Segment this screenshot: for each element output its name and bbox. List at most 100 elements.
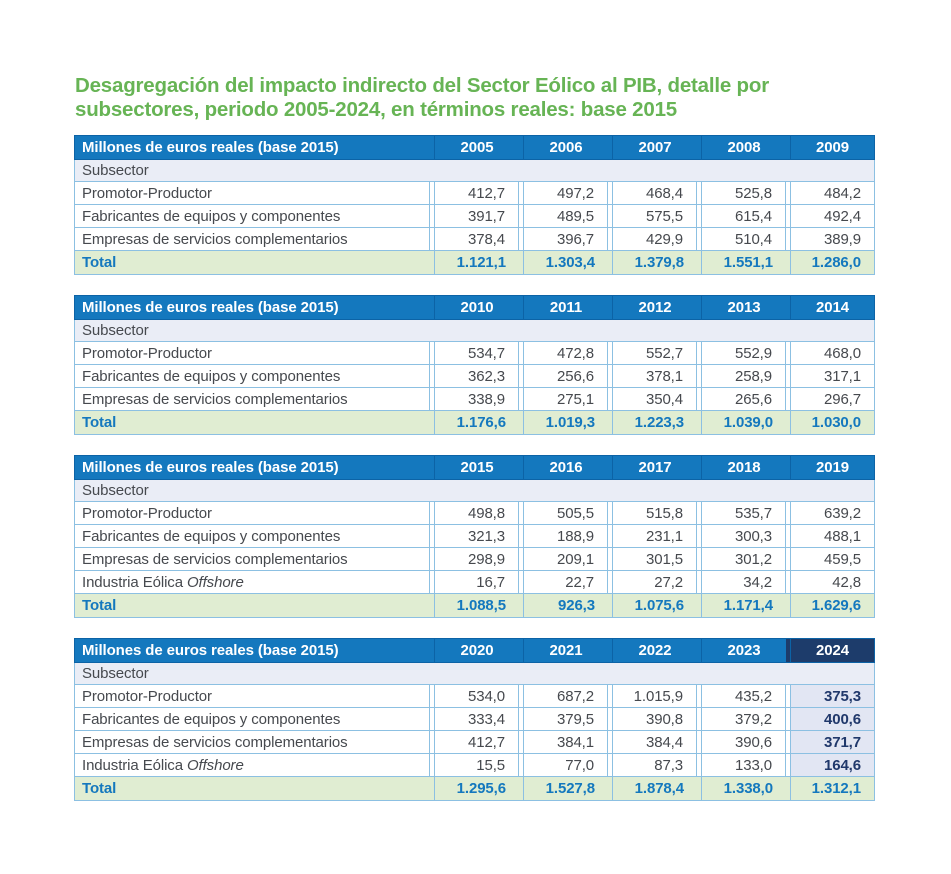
column-gap (697, 182, 701, 205)
column-gap (430, 205, 434, 228)
table-row: Fabricantes de equipos y componentes 321,… (74, 525, 875, 548)
value-cell: 489,5 (523, 205, 608, 228)
page-title: Desagregación del impacto indirecto del … (75, 74, 769, 121)
total-gap (519, 251, 523, 275)
column-gap (786, 708, 790, 731)
value-cell: 468,4 (612, 182, 697, 205)
column-gap (430, 228, 434, 251)
header-gap (786, 135, 790, 160)
value-cell: 15,5 (434, 754, 519, 777)
row-label: Empresas de servicios complementarios (74, 228, 430, 251)
header-gap (519, 135, 523, 160)
value-cell: 468,0 (790, 342, 875, 365)
column-gap (697, 708, 701, 731)
column-gap (697, 548, 701, 571)
row-label: Fabricantes de equipos y componentes (74, 205, 430, 228)
row-label: Empresas de servicios complementarios (74, 388, 430, 411)
value-cell: 300,3 (701, 525, 786, 548)
total-gap (786, 411, 790, 435)
row-label: Empresas de servicios complementarios (74, 548, 430, 571)
column-gap (519, 685, 523, 708)
column-gap (786, 548, 790, 571)
total-value-cell: 1.527,8 (523, 777, 608, 801)
year-header-2010: 2010 (434, 295, 519, 320)
value-cell: 265,6 (701, 388, 786, 411)
column-gap (786, 182, 790, 205)
total-gap (430, 251, 434, 275)
table-row: Industria Eólica Offshore 15,5 77,0 87,3 133,… (74, 754, 875, 777)
column-gap (519, 365, 523, 388)
value-cell: 575,5 (612, 205, 697, 228)
value-cell: 87,3 (612, 754, 697, 777)
total-value-cell: 1.379,8 (612, 251, 697, 275)
column-gap (519, 205, 523, 228)
column-gap (786, 754, 790, 777)
year-header-2017: 2017 (612, 455, 697, 480)
header-gap (697, 455, 701, 480)
total-row: Total 1.088,5 926,3 1.075,6 1.171,4 1.629,6 (74, 594, 875, 618)
total-gap (697, 594, 701, 618)
column-gap (430, 548, 434, 571)
subsector-row: Subsector (74, 480, 875, 502)
value-cell: 534,7 (434, 342, 519, 365)
value-cell: 435,2 (701, 685, 786, 708)
total-gap (430, 777, 434, 801)
total-value-cell: 1.629,6 (790, 594, 875, 618)
total-value-cell: 1.312,1 (790, 777, 875, 801)
value-cell: 391,7 (434, 205, 519, 228)
value-cell: 301,5 (612, 548, 697, 571)
year-header-2022: 2022 (612, 638, 697, 663)
column-gap (786, 365, 790, 388)
column-gap (430, 342, 434, 365)
column-gap (697, 685, 701, 708)
total-value-cell: 1.303,4 (523, 251, 608, 275)
year-header-2015: 2015 (434, 455, 519, 480)
header-gap (786, 638, 790, 663)
header-gap (430, 638, 434, 663)
column-gap (697, 342, 701, 365)
value-cell: 497,2 (523, 182, 608, 205)
table-row: Fabricantes de equipos y componentes 362,… (74, 365, 875, 388)
header-gap (697, 638, 701, 663)
subsector-row: Subsector (74, 320, 875, 342)
table-header-row: Millones de euros reales (base 2015) 2005… (74, 135, 875, 160)
table-row: Promotor-Productor 412,7 497,2 468,4 525,8 48… (74, 182, 875, 205)
column-gap (430, 388, 434, 411)
column-gap (697, 754, 701, 777)
value-cell: 552,9 (701, 342, 786, 365)
column-gap (519, 342, 523, 365)
header-gap (430, 295, 434, 320)
total-gap (519, 411, 523, 435)
column-gap (519, 388, 523, 411)
header-gap (697, 135, 701, 160)
value-cell: 615,4 (701, 205, 786, 228)
table-2020-2024: Millones de euros reales (base 2015) 2020… (74, 638, 875, 801)
value-cell: 378,1 (612, 365, 697, 388)
header-gap (608, 295, 612, 320)
table-header-row: Millones de euros reales (base 2015) 2010… (74, 295, 875, 320)
column-gap (608, 708, 612, 731)
total-gap (608, 777, 612, 801)
column-gap (697, 388, 701, 411)
column-gap (519, 525, 523, 548)
column-gap (608, 342, 612, 365)
value-cell: 552,7 (612, 342, 697, 365)
tables-container: Millones de euros reales (base 2015) 2005… (74, 135, 875, 801)
value-cell: 498,8 (434, 502, 519, 525)
table-row: Empresas de servicios complementarios 338… (74, 388, 875, 411)
header-gap (519, 638, 523, 663)
total-value-cell: 1.878,4 (612, 777, 697, 801)
column-gap (519, 228, 523, 251)
value-cell: 515,8 (612, 502, 697, 525)
value-cell: 164,6 (790, 754, 875, 777)
column-gap (430, 571, 434, 594)
total-gap (786, 594, 790, 618)
value-cell: 256,6 (523, 365, 608, 388)
value-cell: 488,1 (790, 525, 875, 548)
column-gap (608, 365, 612, 388)
value-cell: 350,4 (612, 388, 697, 411)
value-cell: 379,2 (701, 708, 786, 731)
column-gap (430, 754, 434, 777)
column-gap (519, 571, 523, 594)
subsector-row: Subsector (74, 663, 875, 685)
